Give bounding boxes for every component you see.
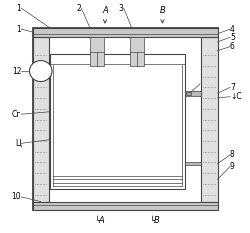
- Bar: [32, 28, 218, 37]
- Text: 3: 3: [119, 4, 124, 13]
- Bar: [185, 162, 201, 165]
- Text: A: A: [102, 6, 108, 15]
- Text: Ц: Ц: [16, 139, 21, 148]
- Text: 5: 5: [230, 33, 235, 42]
- Bar: [130, 37, 144, 66]
- Bar: [201, 37, 218, 202]
- Bar: [32, 202, 218, 210]
- Bar: [32, 37, 49, 202]
- Bar: [50, 54, 185, 189]
- Text: 1: 1: [16, 25, 21, 34]
- Text: 4: 4: [230, 25, 235, 34]
- Text: 7: 7: [230, 83, 235, 92]
- Text: ↓C: ↓C: [230, 92, 241, 101]
- Text: Cг: Cг: [12, 110, 21, 119]
- Text: B: B: [160, 6, 166, 15]
- Text: 2: 2: [76, 4, 81, 13]
- Text: └A: └A: [95, 216, 106, 225]
- Circle shape: [30, 61, 52, 82]
- Text: 1: 1: [16, 4, 21, 13]
- Text: 12: 12: [12, 67, 21, 75]
- Text: 8: 8: [230, 151, 235, 159]
- Bar: [186, 92, 191, 95]
- Bar: [32, 28, 218, 210]
- Text: 9: 9: [230, 162, 235, 171]
- Text: └B: └B: [150, 216, 161, 225]
- Text: 6: 6: [230, 42, 235, 51]
- Text: 10: 10: [12, 192, 21, 201]
- Bar: [185, 91, 201, 96]
- Bar: [90, 37, 104, 66]
